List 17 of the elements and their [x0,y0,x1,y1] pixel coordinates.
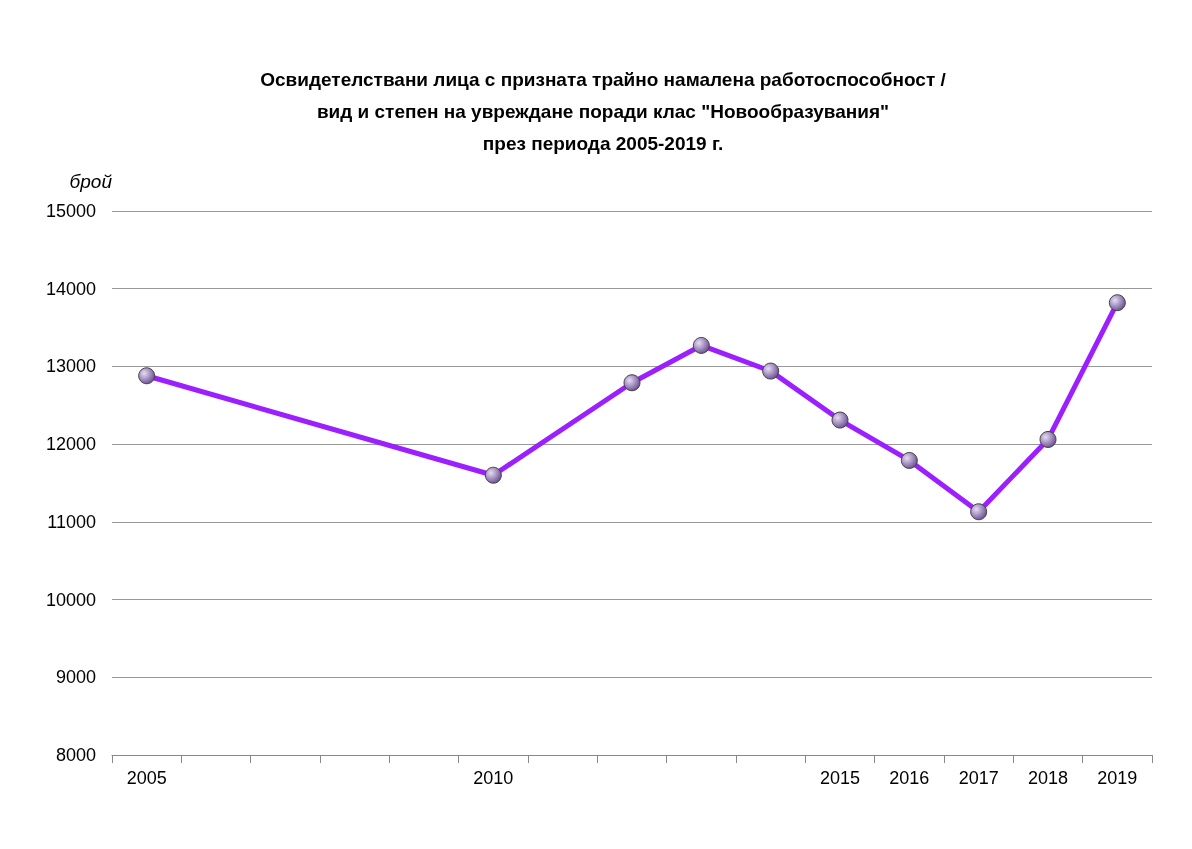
y-tick-label: 15000 [45,201,96,221]
x-tick-label: 2019 [1097,768,1138,788]
chart-title: Освидетелствани лица с призната трайно намалена работоспособност / вид и степен на увреждане поради клас "Новообразувания" през периода 2005-2019 г. [260,68,947,154]
y-tick-label: 10000 [45,589,96,610]
x-tick-label: 2018 [1027,768,1069,788]
y-tick-label: 8000 [55,745,96,765]
y-tick-label: 9000 [55,667,96,688]
x-tick-label: 2005 [126,768,167,788]
y-tick-label: 13000 [45,356,96,377]
y-tick-label: 14000 [45,278,96,299]
y-tick-label: 11000 [47,511,96,532]
x-tick-label: 2017 [958,768,999,788]
x-tick-label: 2010 [473,768,514,788]
y-tick-label: 12000 [45,434,96,455]
y-axis-title: брой [69,171,113,192]
x-tick-label: 2016 [889,768,930,788]
x-tick-label: 2015 [819,768,861,788]
